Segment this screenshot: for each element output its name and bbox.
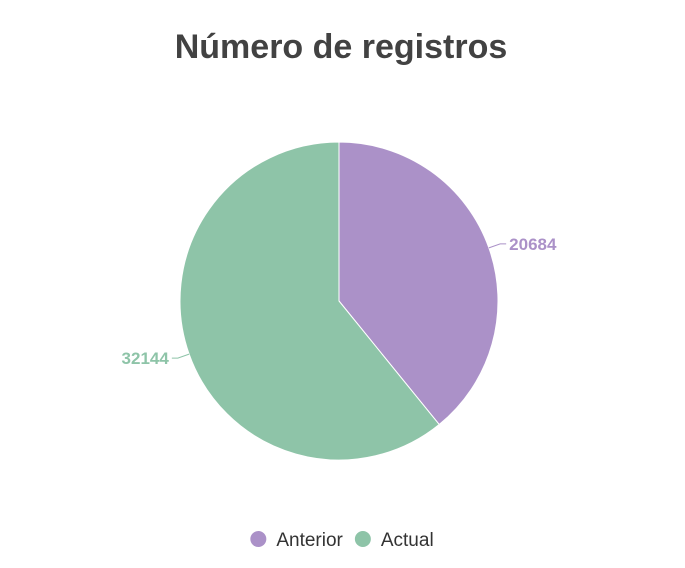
legend-item-anterior: Anterior [250,530,344,551]
legend-label-actual: Actual [381,530,434,551]
legend: Anterior Actual [250,530,434,551]
pie-slices [179,141,499,461]
legend-swatch-actual [354,531,371,547]
data-label-anterior: 20684 [509,235,557,254]
chart-title: Número de registros [175,28,508,66]
leader-line-actual [171,353,190,359]
pie-slice-anterior [338,141,499,426]
legend-swatch-anterior [250,531,267,547]
legend-label-anterior: Anterior [276,530,343,551]
legend-item-actual: Actual [354,530,434,551]
data-label-actual: 32144 [122,349,170,368]
leader-line-anterior [488,243,507,249]
label-leader-lines [171,243,507,359]
slice-labels: 20684 32144 [122,235,557,368]
